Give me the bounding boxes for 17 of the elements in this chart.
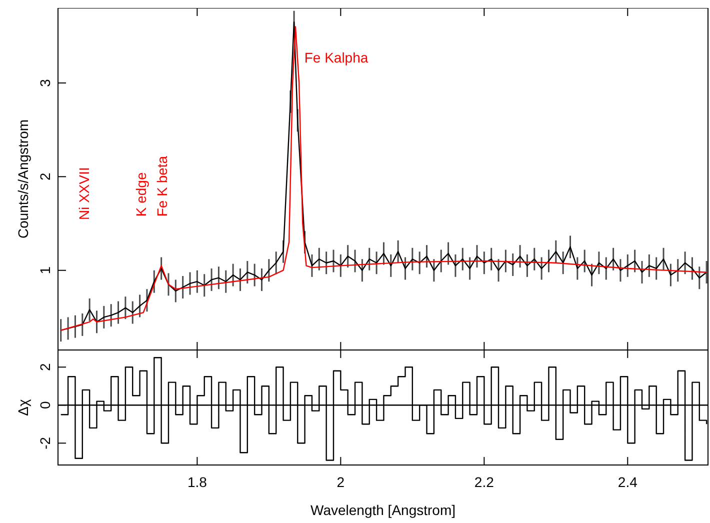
x-axis-title: Wavelength [Angstrom]	[310, 502, 456, 518]
y-tick-label: 2	[37, 172, 53, 181]
y-tick-label: -2	[37, 436, 53, 450]
y-tick-label: 3	[37, 78, 53, 87]
y-tick-label: 1	[37, 266, 53, 274]
annotation: K edge	[133, 172, 150, 217]
y-tick-label: 0	[37, 401, 53, 410]
y-axis-title: Counts/s/Angstrom	[15, 119, 31, 239]
annotation: Fe Kalpha	[304, 50, 368, 66]
y-axis-title: Δχ	[15, 398, 31, 416]
annotation: Fe K beta	[154, 156, 170, 217]
x-tick-label: 1.8	[187, 474, 208, 490]
x-tick-label: 2	[336, 474, 345, 490]
x-tick-label: 2.4	[618, 474, 638, 490]
y-tick-label: 2	[37, 363, 53, 372]
annotation: Ni XXVII	[76, 167, 92, 220]
x-tick-label: 2.2	[474, 474, 494, 490]
